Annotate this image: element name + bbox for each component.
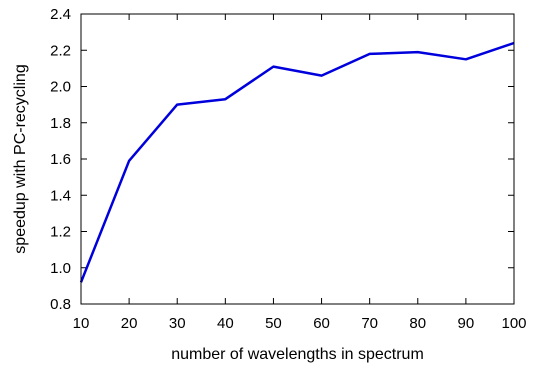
x-tick-label: 70 <box>361 315 378 332</box>
x-tick-label: 80 <box>409 315 426 332</box>
tick-labels: 10 20 30 40 50 60 70 80 90 100 0.8 1.0 1.2 1.4 1.6 1.8 2… <box>50 6 526 332</box>
y-axis-title: speedup with PC-recycling <box>12 64 29 253</box>
x-tick-label: 40 <box>217 315 234 332</box>
y-tick-label: 1.2 <box>50 224 71 241</box>
y-tick-label: 2.2 <box>50 42 71 59</box>
plot-frame <box>80 13 515 305</box>
y-tick-label: 1.0 <box>50 260 71 277</box>
x-tick-label: 50 <box>265 315 282 332</box>
y-tick-label: 0.8 <box>50 296 71 313</box>
y-tick-label: 1.8 <box>50 115 71 132</box>
x-tick-label: 90 <box>458 315 475 332</box>
y-tick-label: 2.0 <box>50 79 71 96</box>
x-axis-title: number of wavelengths in spectrum <box>171 346 424 363</box>
x-tick-label: 10 <box>73 315 90 332</box>
y-tick-label: 1.4 <box>50 187 71 204</box>
y-tick-label: 1.6 <box>50 151 71 168</box>
x-tick-label: 30 <box>169 315 186 332</box>
series-layer <box>79 41 515 283</box>
x-tick-label: 60 <box>313 315 330 332</box>
x-tick-label: 20 <box>121 315 138 332</box>
series-line <box>79 41 515 283</box>
x-tick-label: 100 <box>501 315 526 332</box>
y-tick-label: 2.4 <box>50 6 71 23</box>
